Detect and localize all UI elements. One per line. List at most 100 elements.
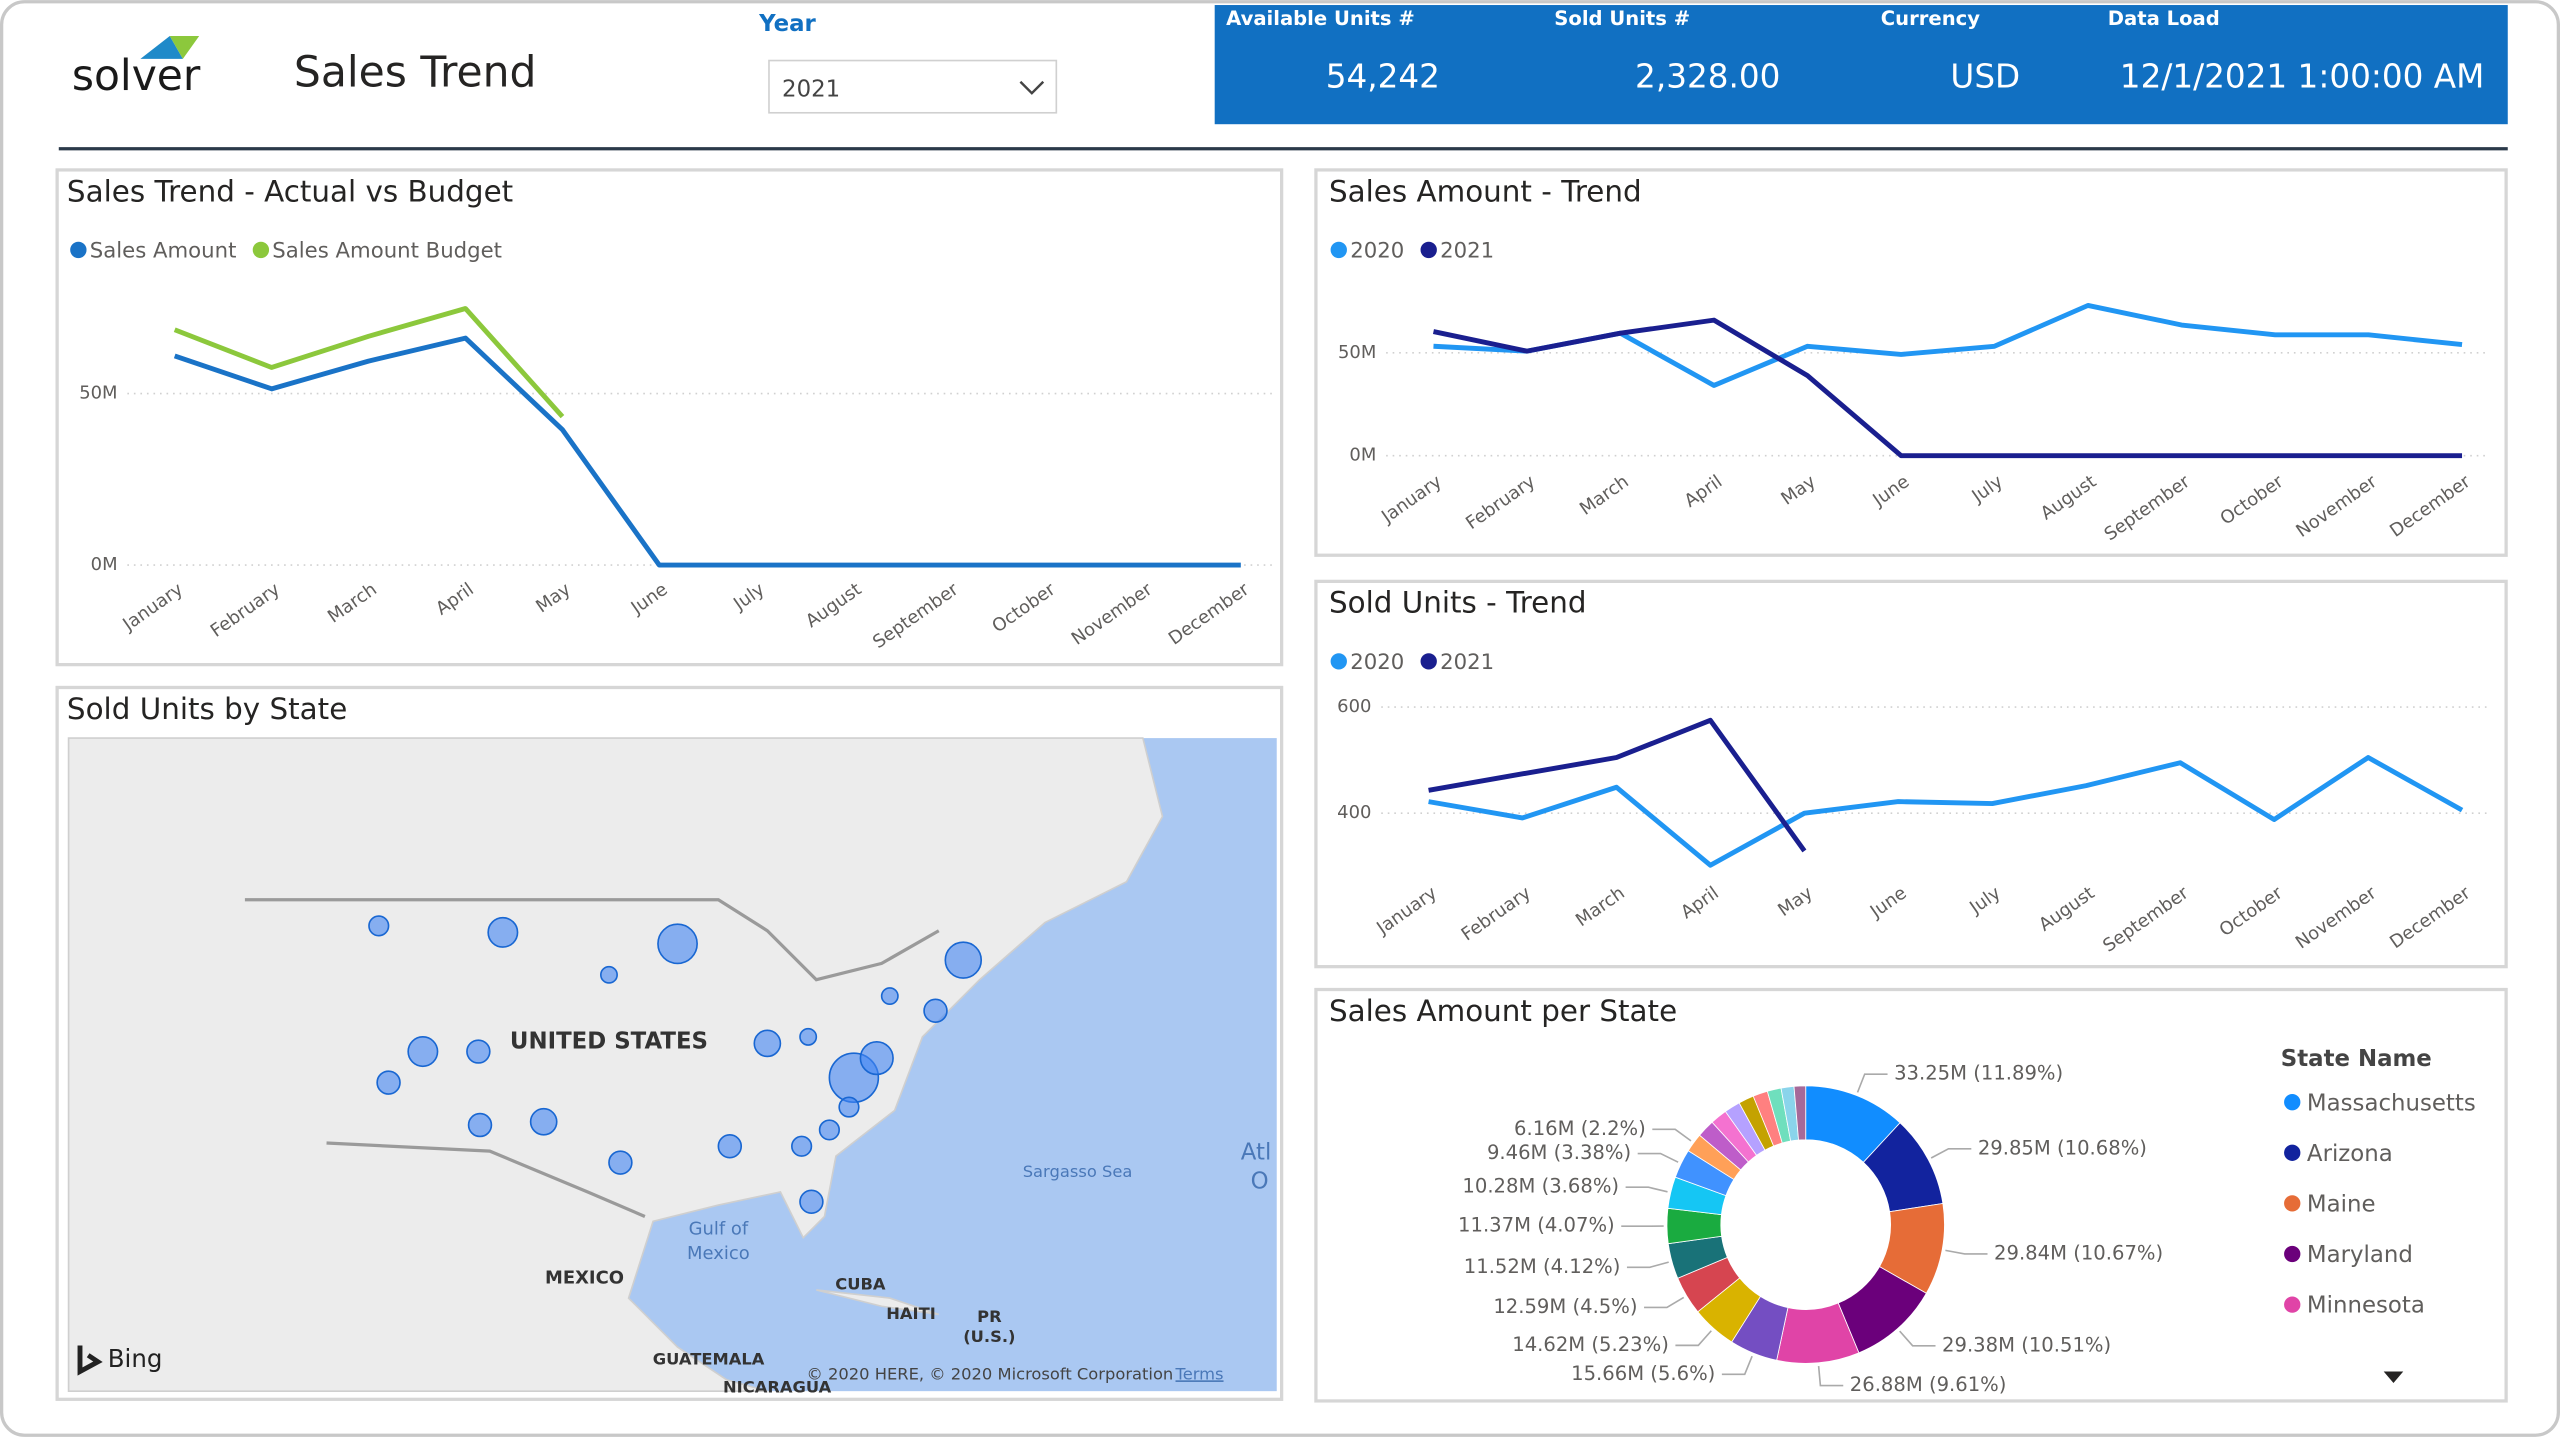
map-label: Atl	[1241, 1139, 1272, 1165]
map-bubble[interactable]	[657, 923, 698, 965]
map-bubble[interactable]	[529, 1107, 558, 1136]
chart-title: Sold Units - Trend	[1329, 586, 1587, 620]
panel	[1314, 168, 2508, 557]
map-bubble[interactable]	[859, 1040, 894, 1076]
map-bubbles	[368, 915, 983, 1215]
chart-title: Sales Trend - Actual vs Budget	[67, 174, 513, 208]
legend-label: 2020	[1350, 650, 1404, 675]
legend-label: 2021	[1440, 239, 1494, 264]
kpi-label: Available Units #	[1226, 7, 1415, 30]
map-bubble[interactable]	[923, 998, 948, 1023]
legend-label: Minnesota	[2307, 1293, 2425, 1319]
border	[244, 898, 940, 982]
map-terms[interactable]: Terms	[1175, 1364, 1224, 1383]
map-label: GUATEMALA	[653, 1350, 765, 1369]
map-label: Mexico	[687, 1243, 750, 1264]
map-bubble[interactable]	[368, 915, 390, 937]
chart-title: Sales Amount per State	[1329, 994, 1677, 1028]
kpi-label: Data Load	[2108, 7, 2220, 30]
map-label: PR	[977, 1307, 1002, 1326]
map-label: O	[1251, 1169, 1269, 1195]
kpi-value: 12/1/2021 1:00:00 AM	[2120, 57, 2484, 95]
data-label: 11.37M (4.07%)	[1458, 1214, 1615, 1237]
map[interactable]: UNITED STATES MEXICO Gulf of Mexico Sarg…	[67, 737, 1277, 1396]
map-bubble[interactable]	[717, 1134, 743, 1159]
map-copyright: © 2020 HERE, © 2020 Microsoft Corporatio…	[807, 1364, 1174, 1383]
land	[816, 1289, 940, 1316]
leader-line	[1899, 1330, 1936, 1347]
logo: solver	[72, 36, 201, 101]
y-tick-label: 50M	[79, 383, 117, 404]
legend-swatch	[2284, 1195, 2301, 1212]
map-bubble[interactable]	[799, 1189, 824, 1215]
legend-swatch	[70, 241, 87, 259]
map-bubble[interactable]	[799, 1027, 818, 1046]
legend-swatch	[2284, 1094, 2301, 1111]
kpi-label: Sold Units #	[1554, 7, 1690, 30]
slicer-label: Year	[758, 11, 816, 37]
legend-scroll[interactable]	[2383, 1371, 2404, 1383]
map-label: Sargasso Sea	[1023, 1162, 1133, 1181]
series-line	[173, 335, 1241, 568]
data-label: 14.62M (5.23%)	[1512, 1333, 1669, 1356]
legend-swatch	[1420, 653, 1437, 670]
kpi-label: Currency	[1881, 7, 1980, 30]
map-bubble[interactable]	[838, 1096, 860, 1118]
map-bubble[interactable]	[818, 1119, 840, 1141]
kpi-value: USD	[1950, 57, 2020, 95]
leader-line	[1930, 1147, 1972, 1159]
data-label: 26.88M (9.61%)	[1850, 1373, 2007, 1396]
kpi-band	[1214, 5, 2508, 125]
map-label: (U.S.)	[963, 1327, 1015, 1346]
data-label: 11.52M (4.12%)	[1464, 1255, 1621, 1278]
legend-swatch	[1330, 653, 1347, 670]
slicer-value: 2021	[782, 76, 840, 102]
leader-line	[1652, 1128, 1692, 1142]
map-bubble[interactable]	[944, 941, 983, 979]
logo-mark	[140, 36, 183, 59]
map-bubble[interactable]	[376, 1070, 401, 1095]
series-line	[173, 306, 565, 419]
legend-title: State Name	[2281, 1046, 2432, 1072]
map-bubble[interactable]	[407, 1036, 439, 1068]
map-label: CUBA	[835, 1275, 886, 1294]
data-label: 10.28M (3.68%)	[1462, 1175, 1619, 1198]
leader-line	[1856, 1073, 1888, 1093]
year-slicer[interactable]	[768, 59, 1058, 114]
map-bubble[interactable]	[753, 1029, 782, 1058]
map-bubble[interactable]	[608, 1150, 633, 1175]
y-tick-label: 0M	[1349, 445, 1376, 466]
legend-swatch	[1420, 241, 1437, 259]
data-label: 9.46M (3.38%)	[1487, 1141, 1631, 1164]
map-provider: Bing	[108, 1344, 163, 1373]
legend-label: 2021	[1440, 650, 1494, 675]
map-bubble[interactable]	[600, 965, 618, 984]
legend-label: Massachusetts	[2307, 1090, 2476, 1116]
map-bubble[interactable]	[467, 1112, 493, 1138]
panel-title: Sold Units by State	[67, 692, 347, 726]
border	[326, 1141, 646, 1218]
map-label: HAITI	[886, 1304, 936, 1323]
bing-icon	[77, 1345, 103, 1376]
leader-line	[1626, 1261, 1669, 1269]
map-label: UNITED STATES	[510, 1028, 708, 1054]
panel	[55, 168, 1284, 667]
logo-mark	[169, 36, 200, 59]
series-line	[1428, 755, 2464, 868]
map-bubble[interactable]	[466, 1039, 491, 1064]
legend-label: Arizona	[2307, 1141, 2393, 1167]
map-bubble[interactable]	[487, 916, 519, 948]
legend-label: Maryland	[2307, 1242, 2413, 1268]
kpi-value: 54,242	[1326, 57, 1440, 95]
leader-line	[1817, 1366, 1844, 1387]
legend-label: Maine	[2307, 1192, 2376, 1218]
map-bubble[interactable]	[880, 987, 899, 1006]
pie-slice	[1793, 1085, 1807, 1141]
legend-swatch	[2284, 1296, 2301, 1313]
legend-swatch	[252, 241, 270, 259]
leader-line	[1675, 1330, 1712, 1347]
map-label: MEXICO	[545, 1268, 624, 1289]
map-bubble[interactable]	[791, 1135, 813, 1157]
leader-line	[1637, 1152, 1679, 1163]
y-tick-label: 400	[1337, 802, 1371, 823]
